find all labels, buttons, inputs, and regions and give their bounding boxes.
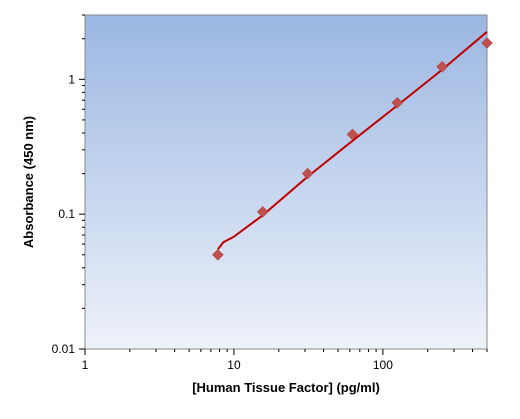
y-tick-label: 0.1	[58, 207, 75, 221]
x-axis-ticks: 1 10 100	[82, 349, 488, 372]
data-points	[212, 37, 493, 261]
data-point	[481, 37, 493, 49]
plot-area	[84, 14, 488, 350]
data-point	[391, 96, 404, 109]
y-axis-title: Absorbance (450 nm)	[21, 116, 36, 248]
x-tick-label: 1	[82, 358, 89, 372]
y-tick-label: 1	[68, 72, 75, 86]
x-tick-label: 100	[373, 358, 393, 372]
data-point	[256, 206, 269, 218]
data-point	[212, 248, 224, 261]
x-axis-title: [Human Tissue Factor] (pg/ml)	[192, 380, 380, 395]
y-axis-ticks: 0.01 0.1 1	[52, 14, 85, 356]
x-tick-label: 10	[227, 358, 241, 372]
data-point	[436, 60, 449, 73]
y-tick-label: 0.01	[52, 342, 76, 356]
data-point	[346, 128, 359, 141]
data-point	[301, 167, 314, 180]
